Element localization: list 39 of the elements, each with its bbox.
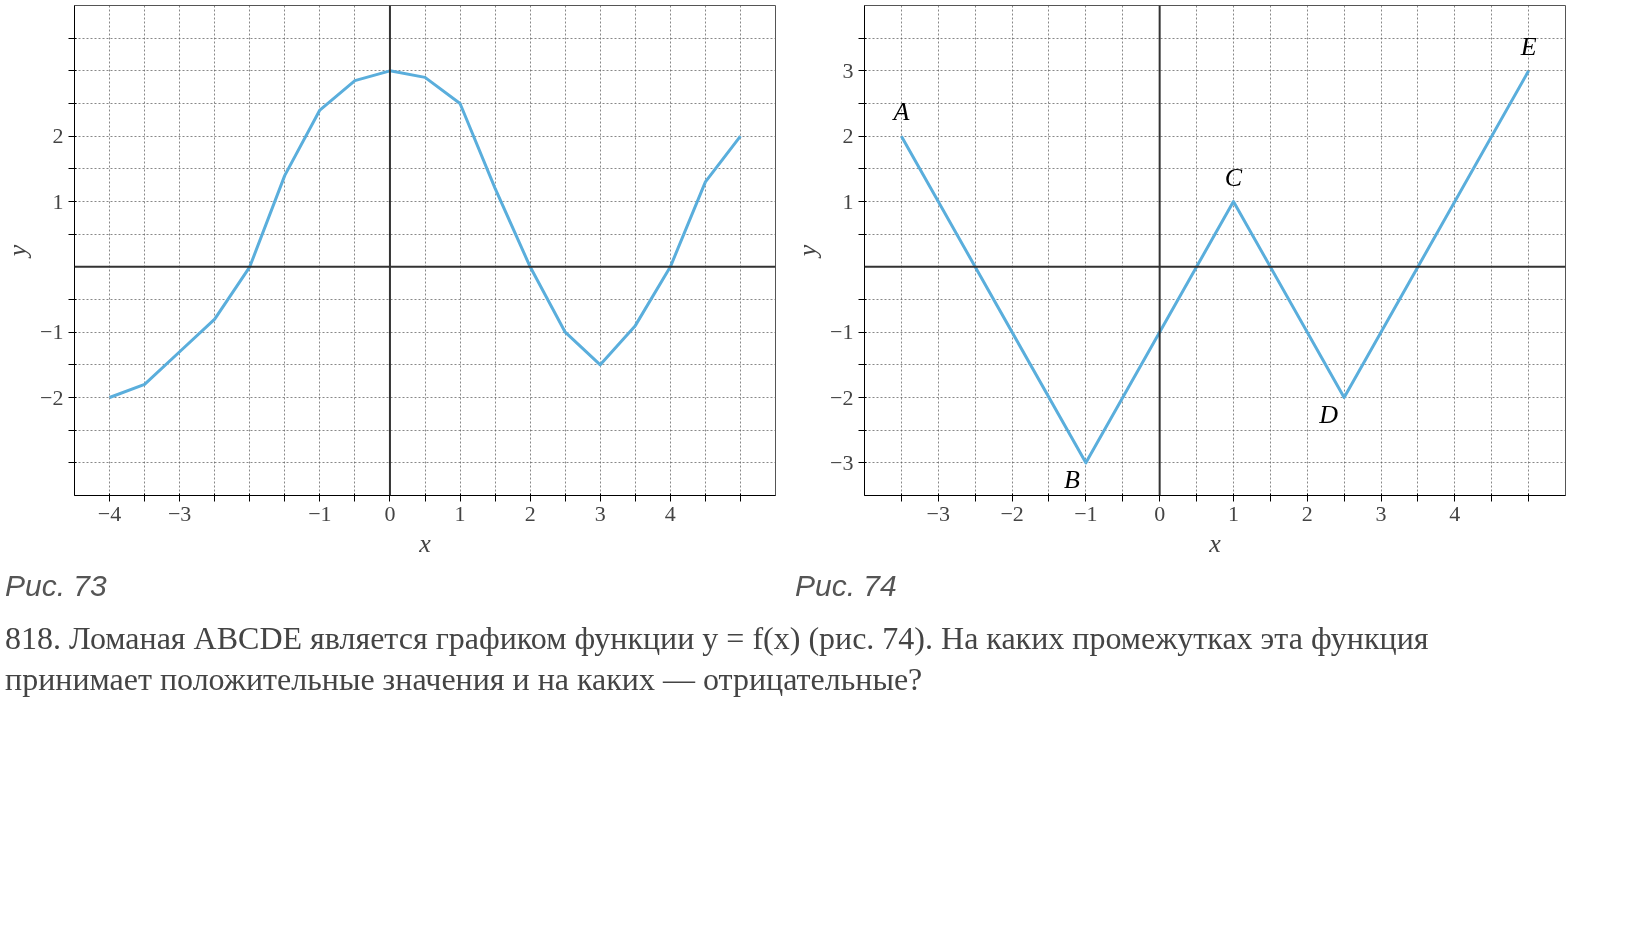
x-tick-label: 2 [1301, 500, 1313, 526]
x-tick-label: −4 [97, 500, 122, 526]
y-tick-label: 1 [842, 188, 854, 214]
x-tick-label: −3 [926, 500, 951, 526]
y-tick-label: −2 [40, 384, 64, 410]
annotation: E [1519, 31, 1537, 61]
x-tick-label: 3 [1375, 500, 1387, 526]
line-series [108, 69, 742, 399]
x-tick-label: 2 [524, 500, 536, 526]
x-axis-title: x [1208, 528, 1222, 558]
x-tick-label: 0 [1154, 500, 1166, 526]
text: Рис. 74 [795, 568, 897, 604]
x-tick-label: 0 [384, 500, 396, 526]
y-tick-label: 3 [842, 57, 854, 83]
x-tick-label: 3 [594, 500, 606, 526]
x-tick-label: −3 [167, 500, 192, 526]
annotation: C [1224, 162, 1243, 192]
x-tick-label: −1 [1074, 500, 1098, 526]
x-tick-label: 1 [454, 500, 466, 526]
x-axis-title: x [418, 528, 432, 558]
y-tick-label: 1 [52, 188, 64, 214]
x-tick-label: −1 [308, 500, 332, 526]
y-tick-label: 2 [842, 123, 854, 149]
y-axis-title: y [793, 244, 823, 260]
x-tick-label: 4 [664, 500, 676, 526]
y-tick-label: −2 [830, 384, 854, 410]
text: Рис. 73 [5, 568, 107, 604]
text: 818. Ломаная ABCDE является графиком функции y = f(x) (рис. 74). На каких промежутках эта функция принимает положительные значения и на каких — отрицательные? [5, 618, 1430, 700]
y-axis-title: y [3, 244, 33, 260]
x-tick-label: 4 [1449, 500, 1461, 526]
x-tick-label: 1 [1227, 500, 1239, 526]
x-tick-label: −2 [1000, 500, 1024, 526]
y-tick-label: −3 [830, 449, 854, 475]
annotation: B [1063, 464, 1080, 494]
annotation: D [1318, 399, 1339, 429]
y-tick-label: −1 [830, 319, 854, 345]
y-tick-label: −1 [40, 319, 64, 345]
annotation: A [891, 97, 910, 127]
y-tick-label: 2 [52, 123, 64, 149]
